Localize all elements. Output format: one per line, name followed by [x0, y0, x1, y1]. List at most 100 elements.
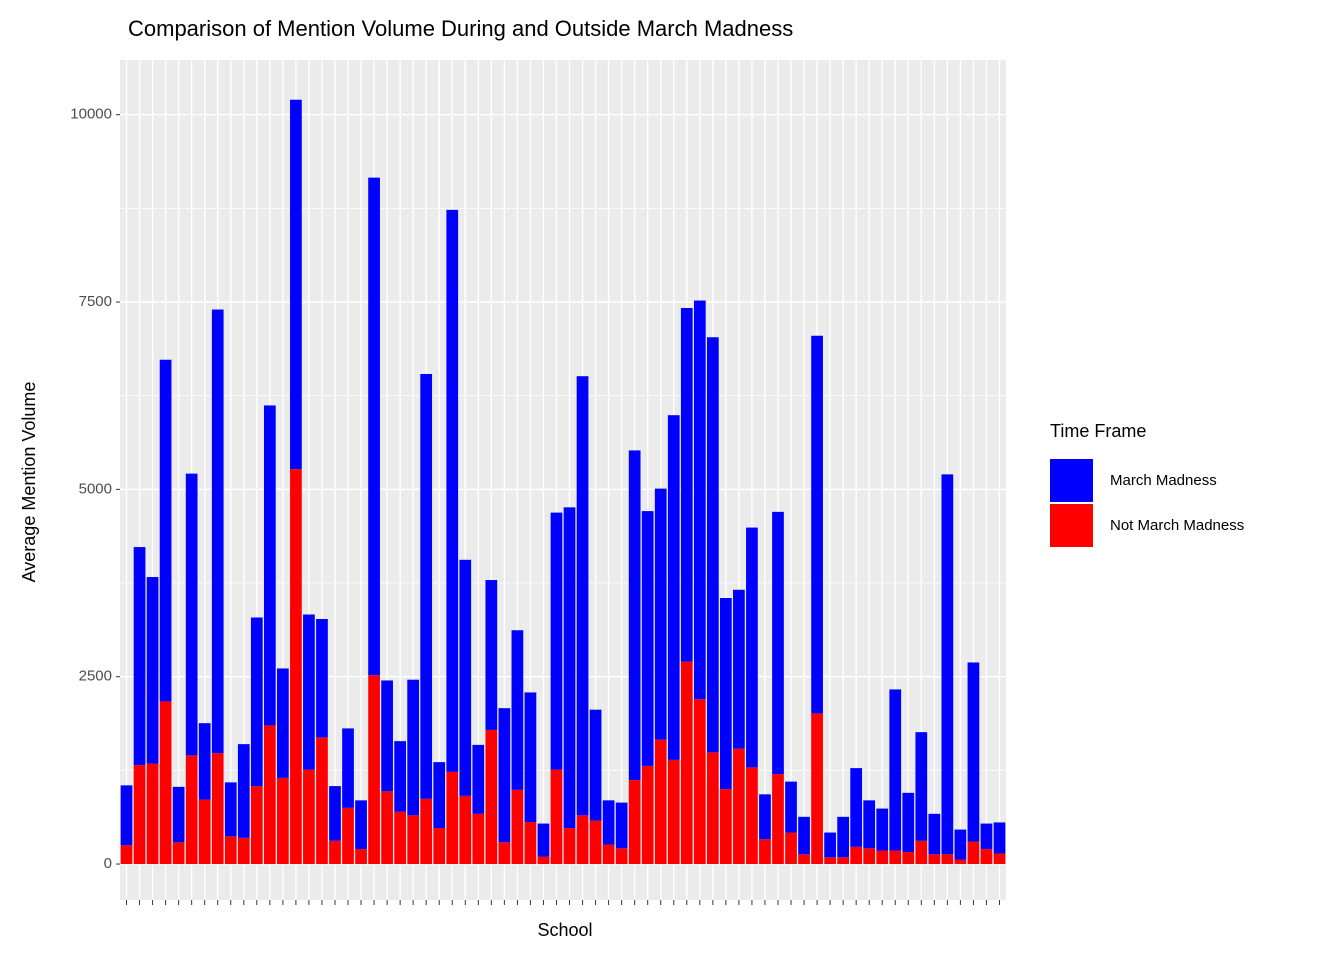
bar — [407, 679, 420, 816]
bar — [524, 692, 537, 823]
bar — [120, 785, 133, 846]
bar — [277, 777, 289, 865]
y-axis-label: Average Mention Volume — [19, 382, 39, 583]
bar — [290, 469, 302, 865]
bar — [928, 813, 941, 855]
bar — [316, 737, 328, 865]
bar — [928, 854, 941, 865]
bar — [954, 829, 967, 860]
bar — [459, 559, 472, 796]
bar — [733, 748, 745, 865]
bar — [733, 589, 745, 749]
bar — [785, 781, 797, 833]
bar — [303, 614, 315, 770]
bar — [485, 580, 498, 730]
bar — [941, 474, 954, 855]
bar — [198, 799, 211, 865]
y-tick-label: 7500 — [79, 293, 112, 310]
bar — [472, 744, 485, 814]
bar — [615, 848, 628, 865]
bar — [224, 782, 237, 837]
bar — [537, 823, 550, 857]
y-tick-label: 0 — [104, 855, 112, 872]
bar — [263, 405, 276, 726]
bar — [355, 849, 367, 865]
bar — [954, 859, 967, 865]
bar — [368, 177, 380, 676]
bar — [667, 415, 680, 760]
bar — [876, 850, 889, 865]
bar — [394, 811, 406, 865]
bar — [680, 308, 693, 662]
bar — [693, 300, 706, 700]
bar — [993, 853, 1006, 865]
bar — [980, 823, 993, 850]
bar — [511, 630, 524, 790]
bar — [654, 739, 667, 865]
bar — [224, 836, 237, 865]
bar — [511, 789, 524, 865]
bar — [329, 786, 341, 841]
bar — [628, 780, 641, 865]
bar — [433, 828, 446, 865]
bar — [120, 845, 133, 865]
bar — [159, 701, 172, 865]
bar — [967, 662, 980, 842]
bar — [237, 837, 250, 865]
bar — [837, 857, 849, 865]
bar — [537, 856, 550, 865]
bar — [602, 800, 615, 845]
bar — [433, 762, 446, 829]
bar — [420, 798, 433, 865]
bar — [850, 768, 863, 847]
bar — [615, 802, 628, 849]
bar — [654, 488, 667, 740]
bar — [811, 335, 823, 714]
bar — [237, 744, 250, 838]
bar — [342, 728, 354, 808]
y-tick-label: 2500 — [79, 668, 112, 685]
bar — [798, 816, 810, 855]
bar — [498, 842, 511, 865]
bar — [498, 708, 511, 843]
bar — [967, 841, 980, 865]
bar — [263, 725, 276, 865]
bar — [277, 668, 289, 778]
bar — [198, 723, 211, 800]
bar — [250, 617, 263, 787]
bar — [172, 842, 185, 865]
bar — [785, 832, 797, 865]
bar — [303, 769, 315, 865]
bar — [485, 729, 498, 865]
bar — [550, 769, 563, 865]
bar — [772, 511, 784, 775]
x-axis-label: School — [537, 920, 592, 940]
bar — [589, 709, 602, 821]
bar — [915, 840, 928, 865]
bar — [381, 791, 393, 865]
bar — [693, 699, 706, 865]
bar — [146, 577, 159, 764]
bar — [993, 822, 1006, 854]
bar — [576, 815, 589, 865]
bar — [211, 309, 224, 754]
bar — [746, 767, 758, 865]
bar — [394, 741, 406, 812]
bar — [980, 849, 993, 865]
bar — [446, 771, 459, 865]
bar — [329, 840, 341, 865]
bar — [563, 507, 576, 829]
legend-key — [1050, 504, 1093, 547]
bar — [641, 511, 654, 766]
y-tick-label: 10000 — [70, 106, 112, 123]
bar — [706, 337, 719, 753]
bar — [407, 815, 420, 865]
bar — [902, 792, 915, 853]
bar — [133, 765, 146, 865]
bar — [628, 450, 641, 781]
bar — [824, 832, 836, 858]
bar — [667, 759, 680, 865]
bar — [889, 850, 902, 865]
bar — [889, 689, 902, 851]
